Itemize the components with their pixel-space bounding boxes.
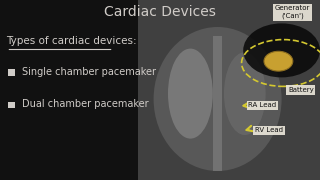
Text: Battery: Battery xyxy=(288,87,314,93)
Ellipse shape xyxy=(243,23,320,77)
Text: RA Lead: RA Lead xyxy=(248,102,276,108)
Ellipse shape xyxy=(224,52,266,135)
Text: Dual chamber pacemaker: Dual chamber pacemaker xyxy=(22,99,148,109)
Bar xyxy=(8,102,15,108)
Ellipse shape xyxy=(154,27,282,171)
Bar xyxy=(138,0,320,180)
Bar xyxy=(8,69,15,76)
Text: Types of cardiac devices:: Types of cardiac devices: xyxy=(6,36,137,46)
Bar xyxy=(213,36,222,171)
Text: Single chamber pacemaker: Single chamber pacemaker xyxy=(22,67,156,77)
Text: Cardiac Devices: Cardiac Devices xyxy=(104,5,216,19)
Ellipse shape xyxy=(264,51,293,71)
Text: Generator
('Can'): Generator ('Can') xyxy=(275,5,310,19)
Ellipse shape xyxy=(168,49,213,139)
Text: RV Lead: RV Lead xyxy=(255,127,283,134)
